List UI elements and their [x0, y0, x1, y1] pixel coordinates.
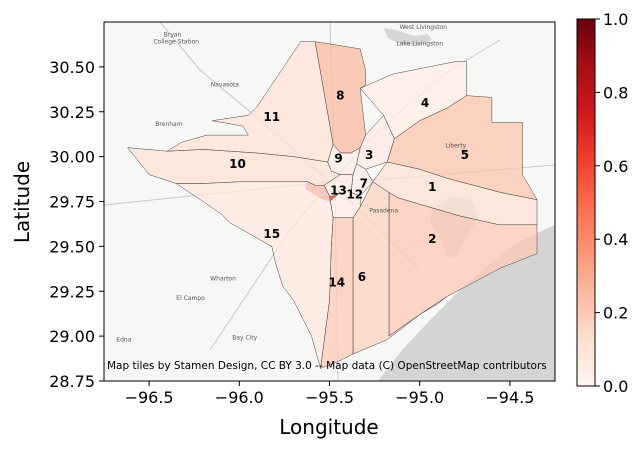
region-label-7: 7	[360, 177, 368, 191]
place-label: West Livingston	[400, 24, 448, 31]
region-15	[175, 181, 334, 369]
y-axis-label: Latitude	[10, 161, 34, 243]
x-tick-label: −96.5	[125, 388, 174, 407]
region-5	[386, 95, 538, 201]
region-label-1: 1	[428, 180, 436, 194]
region-11	[166, 41, 334, 163]
x-tick-label: −95.5	[305, 388, 354, 407]
y-tick-label: 30.00	[49, 148, 95, 167]
lake-livingston	[384, 28, 432, 46]
place-label: College Station	[153, 39, 199, 46]
y-tick-label: 28.75	[49, 372, 95, 391]
region-label-11: 11	[263, 110, 280, 124]
region-polygons	[126, 41, 538, 369]
place-label: Bay City	[232, 335, 257, 342]
region-label-10: 10	[229, 157, 246, 171]
map-attribution: Map tiles by Stamen Design, CC BY 3.0 --…	[107, 360, 547, 372]
colorbar-tick-label: 0.0	[603, 377, 628, 396]
y-tick-label: 29.25	[49, 282, 95, 301]
place-label: Wharton	[210, 275, 236, 282]
colorbar: 0.0 0.2 0.4 0.6 0.8 1.0	[576, 10, 628, 396]
y-axis-ticks: 28.75 29.00 29.25 29.50 29.75 30.00 30.25 30.50	[49, 58, 104, 391]
region-label-8: 8	[336, 89, 344, 103]
region-label-4: 4	[421, 96, 429, 110]
place-label: Bryan	[164, 31, 182, 38]
x-tick-label: −95.0	[395, 388, 444, 407]
y-tick-label: 29.00	[49, 327, 95, 346]
colorbar-tick-label: 0.8	[603, 83, 628, 102]
x-tick-label: −94.5	[485, 388, 534, 407]
x-axis-ticks: −96.5 −96.0 −95.5 −95.0 −94.5	[125, 381, 534, 407]
region-label-6: 6	[358, 270, 366, 284]
place-label: Lake Livingston	[396, 40, 443, 47]
x-axis-label: Longitude	[279, 415, 378, 439]
region-label-3: 3	[365, 148, 373, 162]
place-label: Pasadena	[369, 207, 398, 214]
colorbar-tick-label: 0.6	[603, 157, 628, 176]
x-tick-label: −96.0	[215, 388, 264, 407]
place-label: Navasota	[211, 82, 240, 89]
place-label: Brenham	[155, 121, 182, 128]
y-tick-label: 29.50	[49, 237, 95, 256]
y-tick-label: 30.50	[49, 58, 95, 77]
y-tick-label: 29.75	[49, 193, 95, 212]
place-label: Liberty	[445, 143, 466, 150]
region-label-5: 5	[461, 148, 469, 162]
y-tick-label: 30.25	[49, 103, 95, 122]
colorbar-tick-label: 1.0	[603, 10, 628, 29]
place-label: Edna	[116, 337, 131, 344]
region-label-12: 12	[346, 187, 363, 201]
region-label-15: 15	[263, 227, 280, 241]
region-label-2: 2	[428, 232, 436, 246]
colorbar-gradient	[576, 18, 596, 387]
colorbar-ticks: 0.0 0.2 0.4 0.6 0.8 1.0	[595, 10, 628, 396]
region-label-14: 14	[328, 275, 345, 289]
place-label: El Campo	[176, 295, 205, 302]
colorbar-tick-label: 0.4	[603, 230, 628, 249]
region-label-13: 13	[330, 184, 347, 198]
colorbar-tick-label: 0.2	[603, 304, 628, 323]
region-label-9: 9	[334, 151, 342, 165]
